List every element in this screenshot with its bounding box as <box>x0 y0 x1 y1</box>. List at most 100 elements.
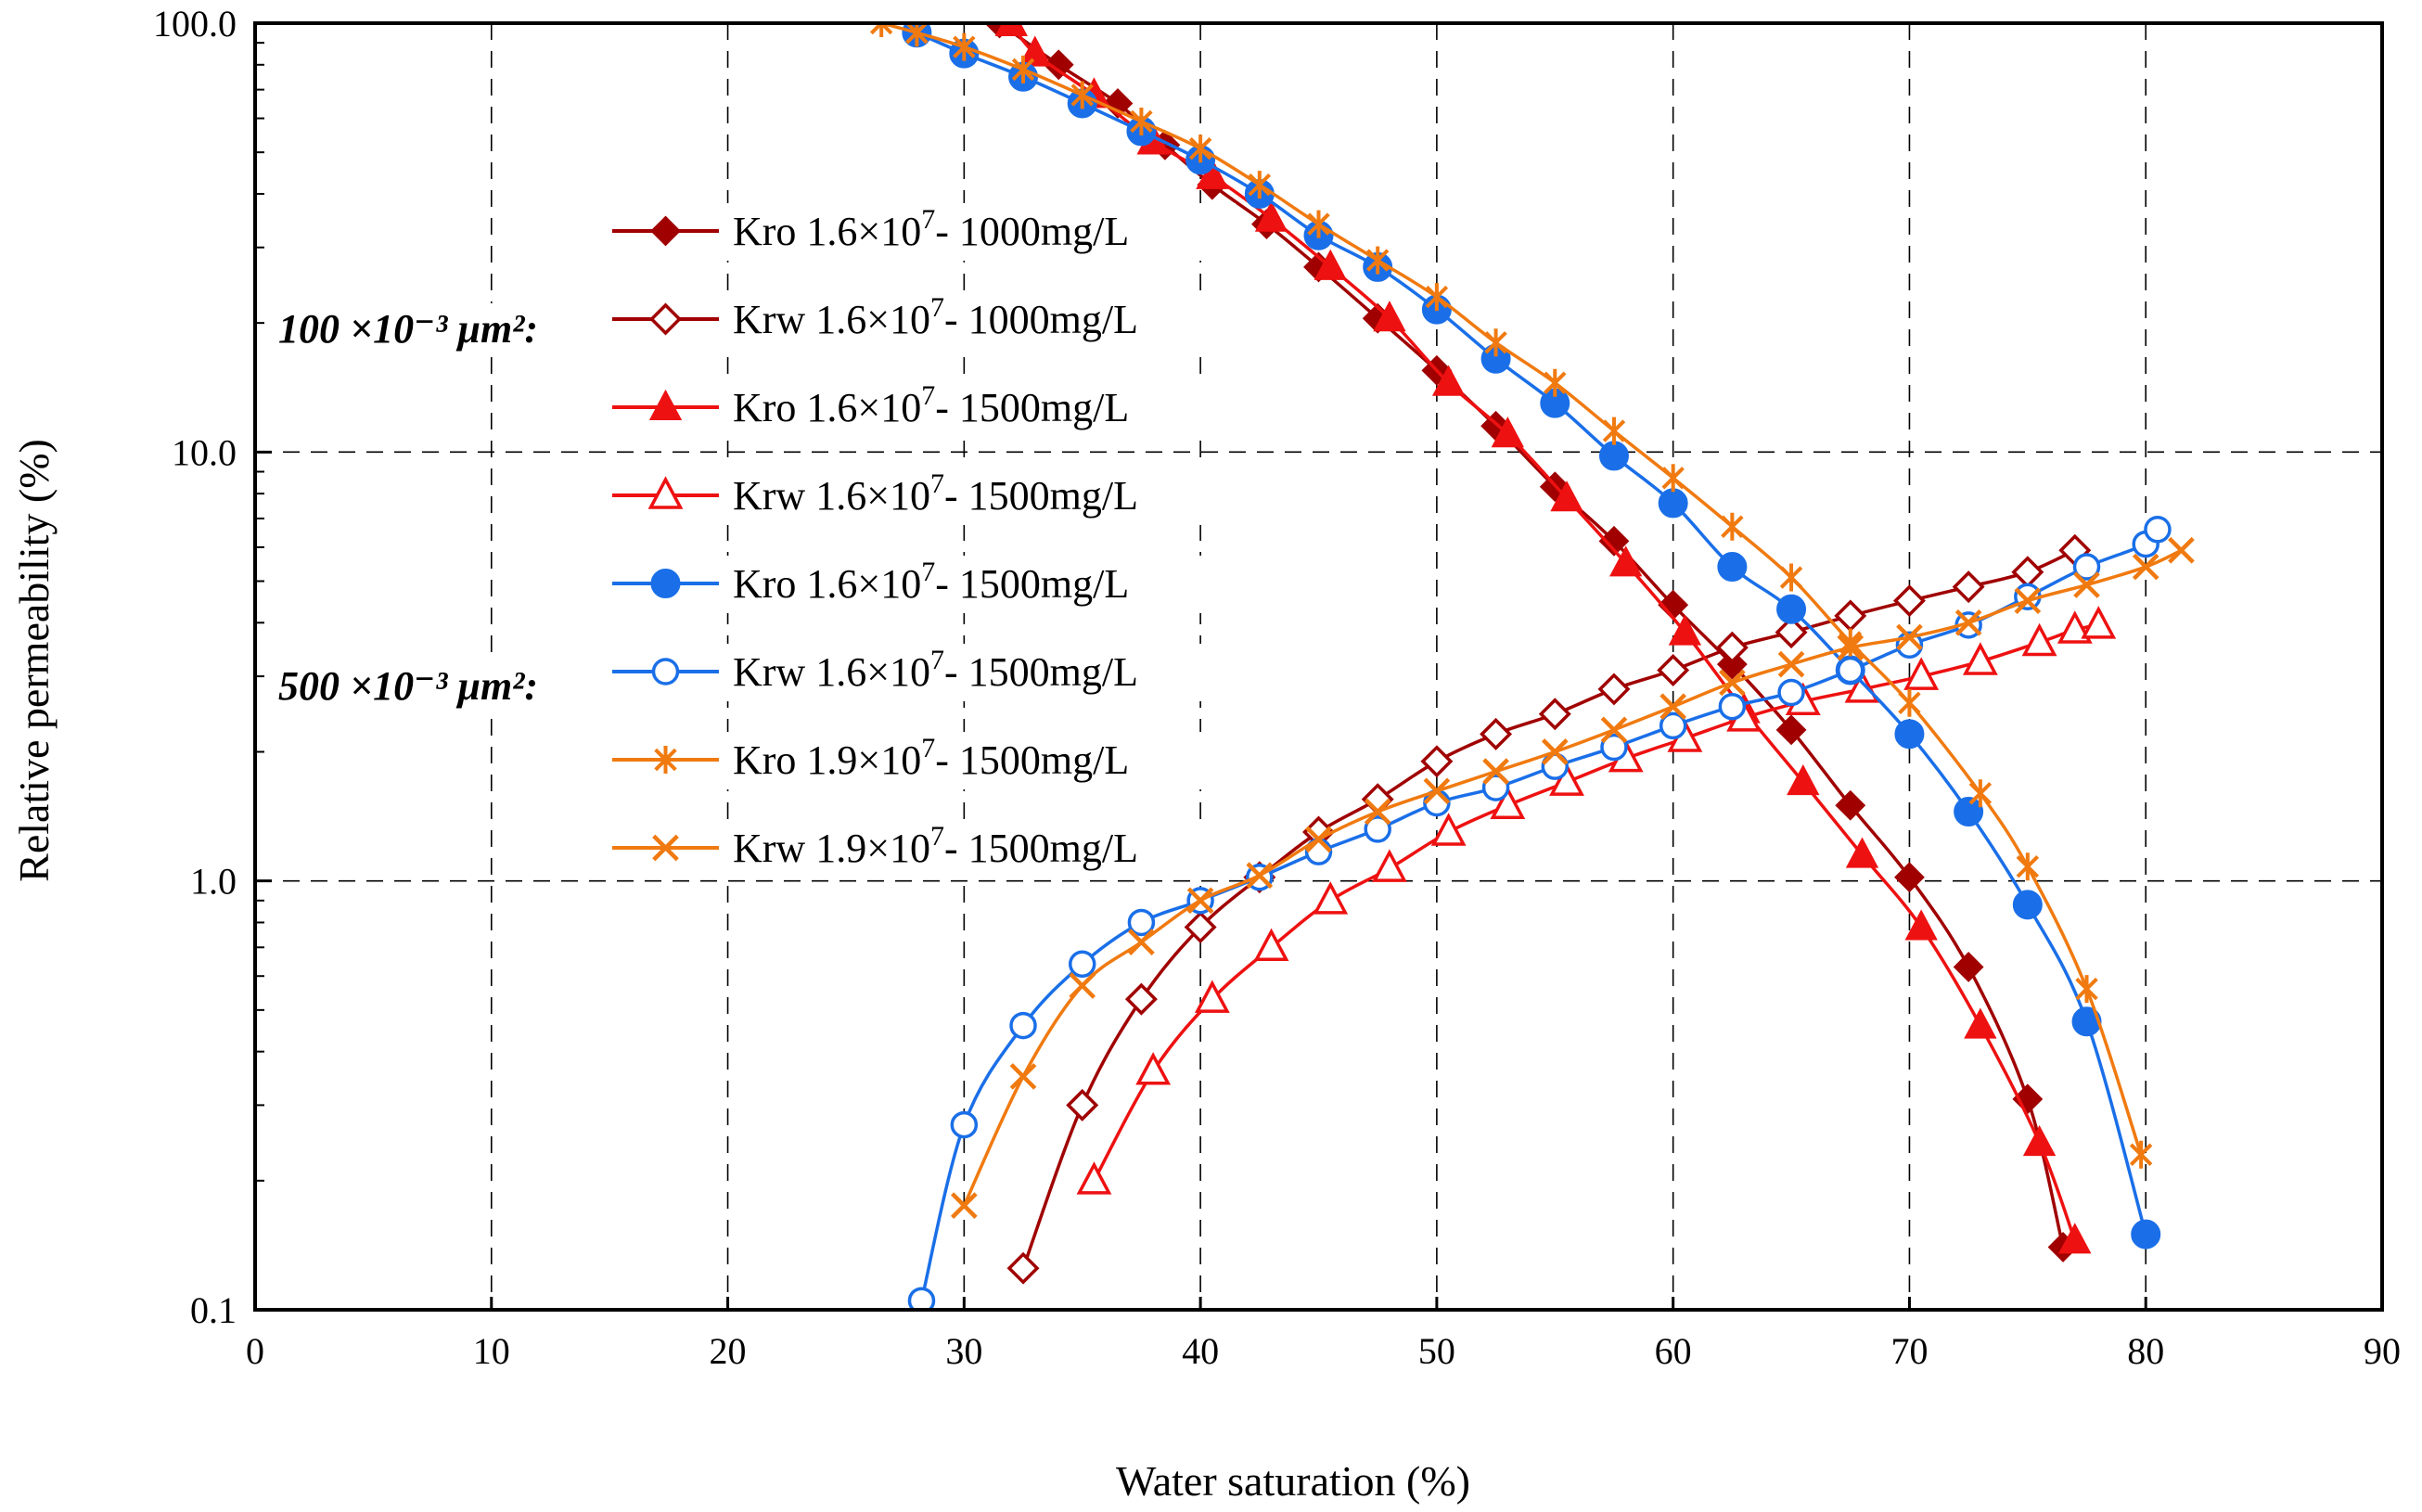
data-point <box>1248 171 1272 199</box>
data-point <box>1186 887 1214 915</box>
data-point <box>2071 1006 2102 1037</box>
data-point <box>1423 777 1451 805</box>
legend-label: Krw 1.6×107- 1500mg/L <box>733 645 1138 695</box>
data-point <box>950 1192 978 1219</box>
data-point <box>1657 654 1690 686</box>
data-point <box>1102 88 1134 119</box>
data-point <box>1953 952 1984 982</box>
data-point <box>2168 536 2195 564</box>
data-point <box>1009 1063 1037 1090</box>
data-point <box>1372 849 1407 882</box>
legend-label: Krw 1.6×107- 1500mg/L <box>733 468 1138 519</box>
data-point <box>1598 525 1630 557</box>
data-point <box>1544 368 1567 397</box>
data-point <box>1135 1052 1172 1085</box>
legend-item: Kro 1.9×107- 1500mg/L <box>605 732 1236 789</box>
data-point <box>1484 328 1507 357</box>
legend: Kro 1.6×107- 1000mg/L Krw 1.6×107- 1000mg… <box>274 203 1236 878</box>
data-point <box>1313 881 1349 915</box>
legend-item: Krw 1.6×107- 1500mg/L <box>605 644 1236 701</box>
data-point <box>1541 738 1569 765</box>
data-point <box>1715 631 1749 664</box>
x-tick-label: 40 <box>1182 1330 1219 1372</box>
x-tick-label: 80 <box>2127 1330 2164 1372</box>
data-point <box>1549 762 1584 796</box>
data-point <box>1659 711 1687 740</box>
data-point <box>2058 1223 2092 1254</box>
group-label-text: 100 ×10⁻³ μm²: <box>278 306 538 352</box>
axes: 0 10 20 30 40 50 60 70 80 90 0.1 1.0 10.0 100.0 <box>153 3 2401 1372</box>
data-point <box>1776 594 1807 624</box>
data-point <box>1894 862 1925 893</box>
legend-item: Krw 1.9×107- 1500mg/L <box>605 820 1236 878</box>
legend-label: Krw 1.6×107- 1000mg/L <box>733 292 1138 342</box>
legend-label: Kro 1.6×107- 1500mg/L <box>733 380 1129 430</box>
data-point <box>1365 246 1390 275</box>
data-point <box>1660 693 1687 721</box>
legend-item: Krw 1.6×107- 1000mg/L <box>605 291 1236 349</box>
data-point <box>1717 552 1748 583</box>
data-point <box>2022 1124 2057 1157</box>
data-point <box>953 32 976 61</box>
data-point <box>1609 545 1643 577</box>
legend-swatch-marker <box>654 746 677 774</box>
data-point <box>1246 862 1274 890</box>
y-tick-label: 10.0 <box>172 431 237 473</box>
data-point <box>1431 365 1466 396</box>
data-point <box>907 1287 936 1310</box>
x-tick-label: 90 <box>2364 1330 2401 1372</box>
data-point <box>2132 553 2159 581</box>
data-point <box>1716 648 1748 680</box>
y-tick-label: 1.0 <box>190 861 237 903</box>
x-tick-label: 20 <box>710 1330 747 1372</box>
data-point <box>1253 928 1289 962</box>
data-point <box>1184 911 1217 944</box>
data-point <box>1775 616 1808 649</box>
legend-label: Kro 1.6×107- 1000mg/L <box>733 204 1129 254</box>
data-point <box>2131 1219 2161 1249</box>
series-7 <box>869 23 2153 1169</box>
data-point <box>1314 249 1347 280</box>
data-point <box>1425 283 1449 312</box>
series-layer <box>869 23 2195 1310</box>
data-point <box>1719 669 1746 697</box>
data-point <box>1962 642 1998 675</box>
data-point <box>1538 698 1571 731</box>
legend-swatch-marker <box>648 389 683 420</box>
data-point <box>1837 656 1865 685</box>
data-point <box>1837 634 1865 661</box>
group-label-text: 500 ×10⁻³ μm²: <box>278 663 538 709</box>
group-label-background <box>274 303 603 357</box>
data-point <box>994 23 1028 36</box>
data-point <box>1305 826 1332 853</box>
data-point <box>1043 49 1074 81</box>
data-point <box>1777 650 1805 678</box>
legend-swatch-marker <box>649 302 682 336</box>
data-point <box>1845 837 1879 868</box>
data-point <box>1775 714 1807 746</box>
x-tick-label: 10 <box>473 1330 510 1372</box>
legend-swatch-marker <box>652 834 679 862</box>
legend-swatch-marker <box>647 476 684 509</box>
data-point <box>1068 950 1096 979</box>
x-tick-label: 60 <box>1655 1330 1692 1372</box>
group-label: 500 ×10⁻³ μm²: <box>274 660 603 714</box>
legend-item: Krw 1.6×107- 1500mg/L <box>605 468 1236 525</box>
data-point <box>1127 908 1156 937</box>
data-point <box>1480 717 1513 750</box>
data-point <box>1307 210 1330 238</box>
data-point <box>2014 587 2042 615</box>
data-point <box>869 23 893 37</box>
data-point <box>1019 35 1052 67</box>
y-axis-title: Relative permeability (%) <box>10 439 58 882</box>
x-tick-label: 50 <box>1418 1330 1455 1372</box>
data-point <box>1835 789 1866 821</box>
data-point <box>1430 813 1467 846</box>
data-point <box>2057 610 2093 644</box>
data-point <box>1894 719 1925 750</box>
data-point <box>950 1110 979 1139</box>
data-point <box>1779 563 1803 592</box>
series-line <box>1092 623 2099 1182</box>
data-point <box>1602 416 1626 445</box>
